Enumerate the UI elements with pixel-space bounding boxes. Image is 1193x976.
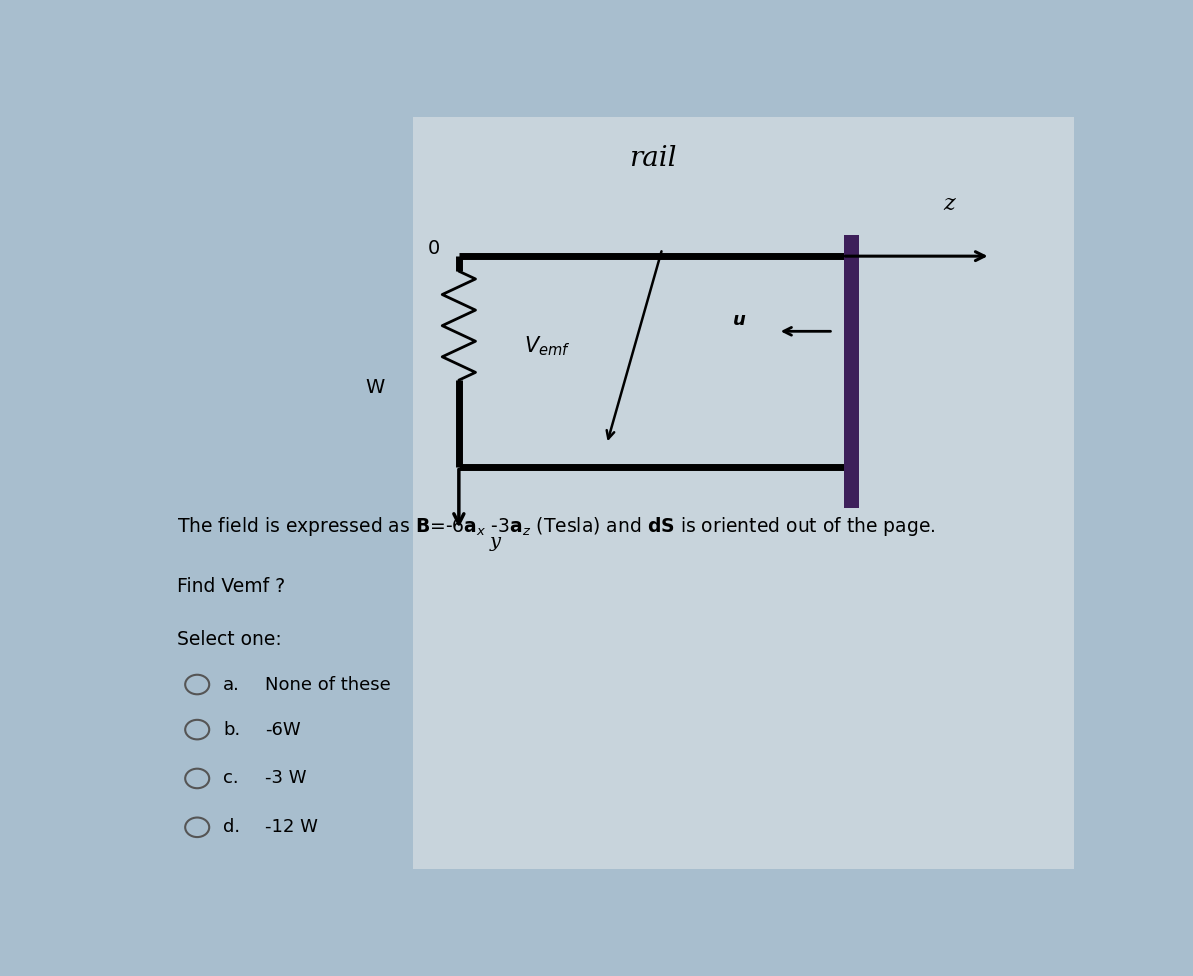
Text: a.: a.	[223, 675, 240, 694]
Bar	[845, 235, 859, 508]
Text: d.: d.	[223, 818, 240, 836]
Text: $V_{emf}$: $V_{emf}$	[524, 335, 570, 358]
Text: W: W	[365, 378, 385, 397]
Text: y: y	[489, 533, 500, 550]
Text: Select one:: Select one:	[177, 630, 282, 649]
Text: rail: rail	[629, 145, 676, 172]
Text: None of these: None of these	[265, 675, 390, 694]
Bar	[413, 117, 1074, 869]
Text: z: z	[942, 192, 954, 215]
Text: -6W: -6W	[265, 720, 301, 739]
Text: -12 W: -12 W	[265, 818, 317, 836]
Text: c.: c.	[223, 769, 239, 788]
Text: The field is expressed as $\mathbf{B}$=-6$\mathbf{a}_x$ -3$\mathbf{a}_z$ (Tesla): The field is expressed as $\mathbf{B}$=-…	[177, 515, 935, 538]
Text: 0: 0	[428, 239, 440, 258]
Text: -3 W: -3 W	[265, 769, 307, 788]
Text: u: u	[733, 311, 746, 329]
Text: b.: b.	[223, 720, 240, 739]
Text: Find Vemf ?: Find Vemf ?	[177, 578, 285, 596]
